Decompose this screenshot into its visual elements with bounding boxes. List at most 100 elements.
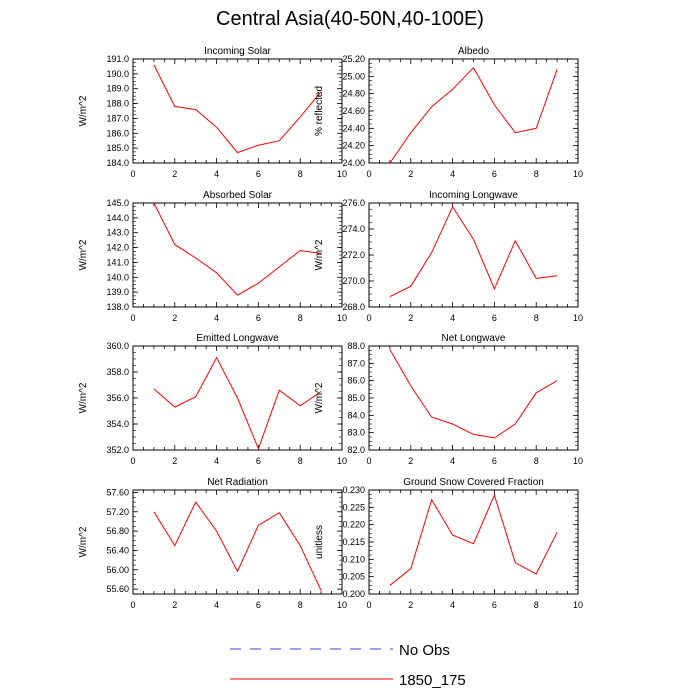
- y-axis-label: W/m^2: [78, 382, 89, 413]
- y-tick-label: 57.60: [106, 487, 129, 497]
- y-tick-label: 141.0: [106, 257, 129, 267]
- x-tick-label: 4: [450, 600, 455, 610]
- y-tick-label: 86.0: [347, 376, 365, 386]
- x-tick-label: 6: [256, 600, 261, 610]
- y-tick-label: 188.0: [106, 99, 129, 109]
- x-tick-label: 10: [573, 313, 583, 323]
- legend-label: No Obs: [399, 642, 450, 659]
- panel-title: Emitted Longwave: [196, 333, 279, 344]
- y-axis-label: W/m^2: [78, 239, 89, 270]
- x-tick-label: 6: [492, 313, 497, 323]
- figure-title: Central Asia(40-50N,40-100E): [216, 8, 484, 30]
- x-tick-label: 0: [130, 600, 135, 610]
- plot-frame: [132, 202, 343, 308]
- y-tick-label: 142.0: [106, 243, 129, 253]
- x-tick-label: 4: [450, 169, 455, 179]
- y-tick-label: 24.40: [342, 123, 365, 133]
- y-tick-label: 352.0: [106, 445, 129, 455]
- y-tick-label: 185.0: [106, 143, 129, 153]
- y-axis-label: W/m^2: [314, 382, 325, 413]
- y-tick-label: 0.215: [342, 537, 365, 547]
- x-tick-label: 8: [298, 600, 303, 610]
- x-tick-label: 0: [366, 600, 371, 610]
- y-tick-label: 0.200: [342, 589, 365, 599]
- series-line: [153, 356, 322, 451]
- plot-frame: [368, 489, 579, 595]
- y-tick-label: 186.0: [106, 128, 129, 138]
- y-tick-label: 276.0: [342, 198, 365, 208]
- y-tick-label: 24.20: [342, 141, 365, 151]
- panel-title: Albedo: [458, 46, 490, 57]
- legend: No Obs 1850_175: [230, 642, 466, 689]
- y-tick-label: 57.20: [106, 507, 129, 517]
- legend-label: 1850_175: [399, 672, 466, 689]
- x-tick-label: 10: [573, 169, 583, 179]
- x-tick-label: 6: [256, 313, 261, 323]
- x-tick-label: 4: [214, 456, 219, 466]
- y-tick-label: 25.00: [342, 71, 365, 81]
- x-tick-label: 2: [408, 169, 413, 179]
- y-tick-label: 24.00: [342, 158, 365, 168]
- x-tick-label: 8: [534, 600, 539, 610]
- x-tick-label: 0: [366, 456, 371, 466]
- y-tick-label: 82.0: [347, 445, 365, 455]
- y-tick-label: 184.0: [106, 158, 129, 168]
- x-tick-label: 2: [172, 456, 177, 466]
- x-tick-label: 0: [130, 169, 135, 179]
- x-tick-label: 2: [408, 313, 413, 323]
- x-tick-label: 8: [534, 456, 539, 466]
- panel-title: Incoming Solar: [204, 46, 271, 57]
- panel-title: Absorbed Solar: [203, 190, 273, 201]
- series-line: [153, 501, 322, 591]
- x-tick-label: 2: [172, 169, 177, 179]
- x-tick-label: 10: [573, 456, 583, 466]
- series-line: [389, 205, 558, 298]
- y-tick-label: 0.205: [342, 572, 365, 582]
- y-tick-label: 85.0: [347, 393, 365, 403]
- x-tick-label: 2: [172, 600, 177, 610]
- panel-title: Incoming Longwave: [429, 190, 518, 201]
- series-line: [153, 202, 322, 296]
- y-tick-label: 354.0: [106, 419, 129, 429]
- x-tick-label: 8: [534, 169, 539, 179]
- y-axis-label: unitless: [314, 525, 325, 559]
- x-tick-label: 2: [408, 600, 413, 610]
- y-tick-label: 0.225: [342, 502, 365, 512]
- x-tick-label: 0: [366, 313, 371, 323]
- x-tick-label: 0: [130, 456, 135, 466]
- x-tick-label: 6: [492, 600, 497, 610]
- y-tick-label: 274.0: [342, 224, 365, 234]
- y-tick-label: 24.60: [342, 106, 365, 116]
- x-tick-label: 10: [337, 169, 347, 179]
- y-tick-label: 55.60: [106, 584, 129, 594]
- x-tick-label: 6: [256, 456, 261, 466]
- x-tick-label: 4: [214, 313, 219, 323]
- x-tick-label: 2: [408, 456, 413, 466]
- y-tick-label: 56.80: [106, 526, 129, 536]
- y-tick-label: 140.0: [106, 272, 129, 282]
- x-tick-label: 8: [298, 313, 303, 323]
- y-tick-label: 187.0: [106, 113, 129, 123]
- panel-title: Net Radiation: [207, 477, 268, 488]
- y-tick-label: 84.0: [347, 410, 365, 420]
- y-tick-label: 87.0: [347, 358, 365, 368]
- x-tick-label: 8: [534, 313, 539, 323]
- x-tick-label: 4: [450, 456, 455, 466]
- x-tick-label: 2: [172, 313, 177, 323]
- y-tick-label: 25.20: [342, 54, 365, 64]
- y-tick-label: 0.210: [342, 554, 365, 564]
- x-tick-label: 10: [337, 456, 347, 466]
- x-tick-label: 8: [298, 169, 303, 179]
- plot-frame: [132, 58, 343, 164]
- y-axis-label: W/m^2: [78, 95, 89, 126]
- y-tick-label: 191.0: [106, 54, 129, 64]
- panel-title: Net Longwave: [442, 333, 506, 344]
- x-tick-label: 0: [366, 169, 371, 179]
- panel-title: Ground Snow Covered Fraction: [403, 477, 544, 488]
- y-tick-label: 272.0: [342, 250, 365, 260]
- y-tick-label: 143.0: [106, 228, 129, 238]
- x-tick-label: 6: [492, 456, 497, 466]
